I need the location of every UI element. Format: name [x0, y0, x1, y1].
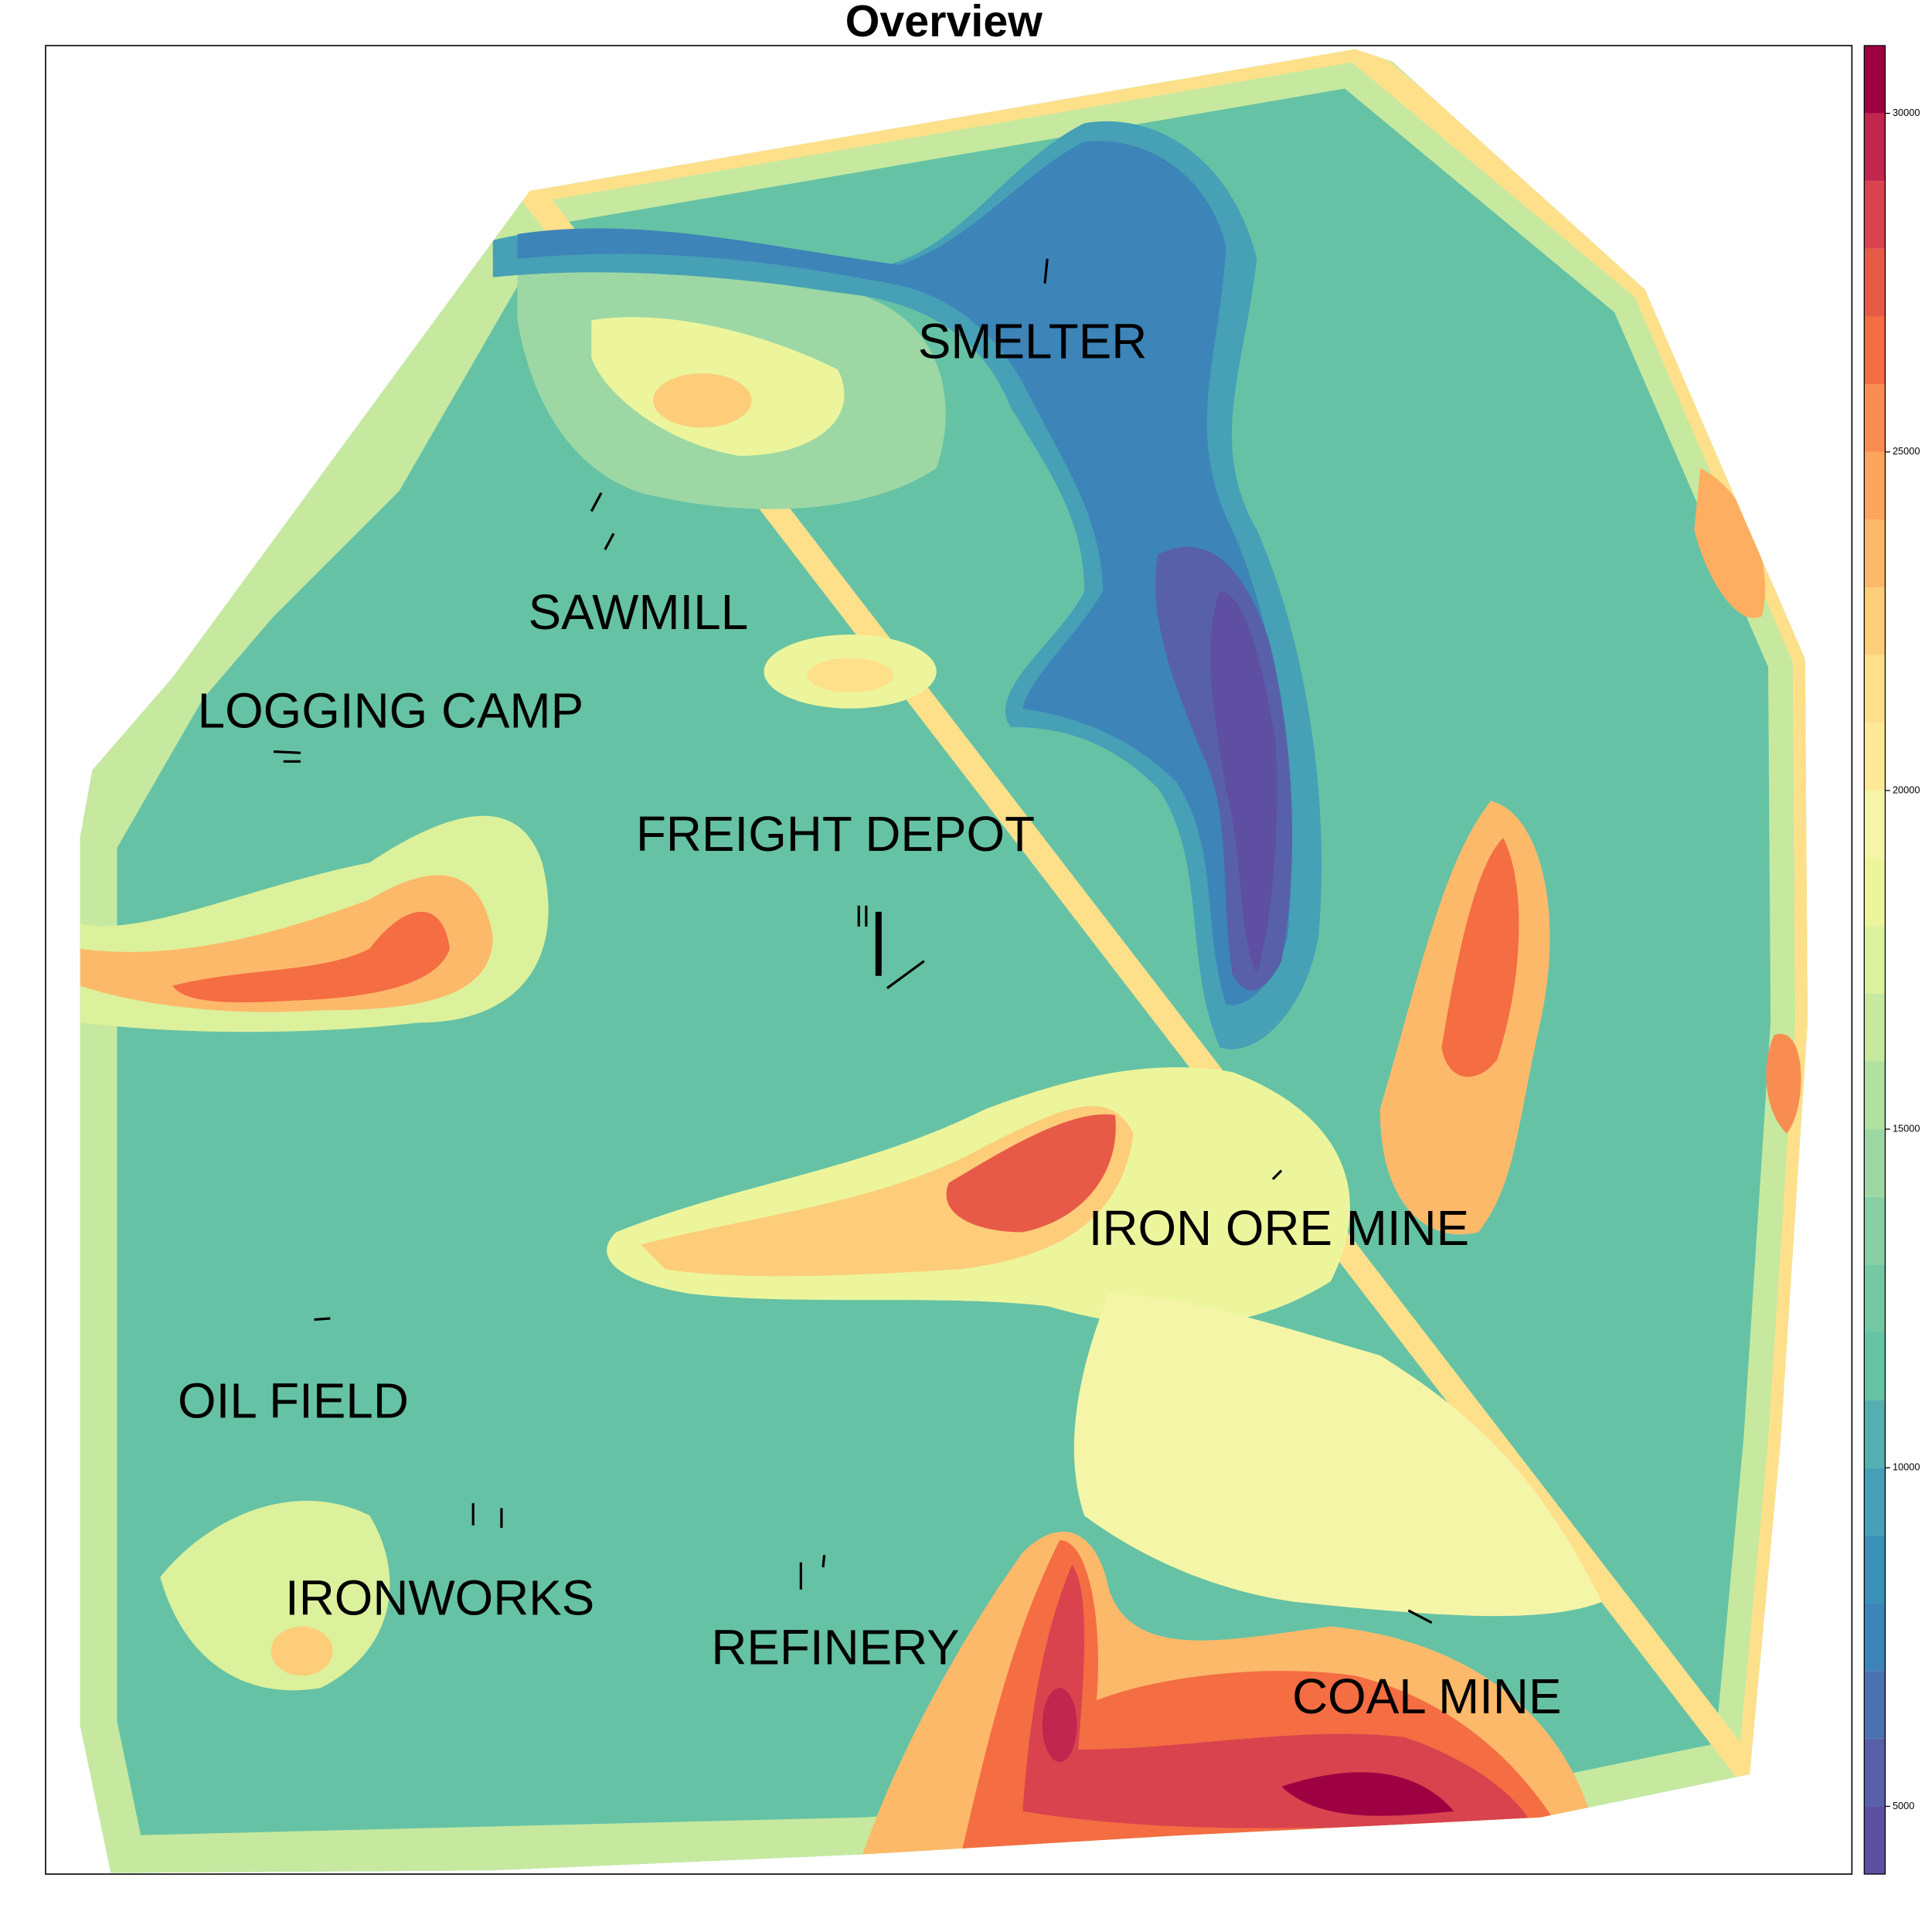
- place-labels: SMELTER SAWMILL LOGGING CAMP FREIGHT DEPOT I…: [178, 313, 1561, 1724]
- colorbar-band: [1864, 655, 1886, 723]
- place-label: IRONWORKS: [285, 1570, 594, 1626]
- colorbar-band: [1864, 181, 1886, 249]
- colorbar-band: [1864, 1603, 1886, 1672]
- colorbar-band: [1864, 790, 1886, 859]
- colorbar-band: [1864, 384, 1886, 452]
- place-label: LOGGING CAMP: [198, 683, 584, 739]
- colorbar-band: [1864, 45, 1886, 114]
- colorbar: 5000 10000 15000 20000 25000 30000: [1863, 45, 1920, 1875]
- plot-frame: [45, 45, 1853, 1875]
- chart-title: Overview: [845, 0, 1043, 46]
- colorbar-band: [1864, 519, 1886, 588]
- colorbar-band: [1864, 1738, 1886, 1807]
- colorbar-band: [1864, 993, 1886, 1062]
- colorbar-band: [1864, 1061, 1886, 1130]
- colorbar-band: [1864, 451, 1886, 520]
- colorbar-band: [1864, 1671, 1886, 1739]
- colorbar-band: [1864, 1196, 1886, 1265]
- colorbar-band: [1864, 587, 1886, 655]
- colorbar-band: [1864, 113, 1886, 182]
- colorbar-tick-label: 10000: [1893, 1461, 1920, 1473]
- place-label: IRON ORE MINE: [1089, 1200, 1469, 1256]
- place-label: REFINERY: [711, 1619, 959, 1675]
- colorbar-frame: [1863, 45, 1886, 1875]
- place-label: SAWMILL: [529, 584, 749, 640]
- colorbar-band: [1864, 248, 1886, 317]
- colorbar-band: [1864, 1264, 1886, 1333]
- colorbar-band: [1864, 1400, 1886, 1468]
- colorbar-tick-label: 15000: [1893, 1122, 1920, 1134]
- colorbar-band: [1864, 1129, 1886, 1197]
- colorbar-band: [1864, 316, 1886, 385]
- colorbar-tick-label: 5000: [1893, 1800, 1914, 1811]
- place-label: COAL MINE: [1292, 1668, 1561, 1724]
- colorbar-tick-label: 20000: [1893, 784, 1920, 795]
- contour-map: [80, 49, 1808, 1873]
- markers: [273, 258, 1433, 1624]
- colorbar-band: [1864, 1468, 1886, 1536]
- place-label: OIL FIELD: [178, 1372, 409, 1428]
- colorbar-band: [1864, 1332, 1886, 1400]
- place-label: FREIGHT DEPOT: [636, 806, 1035, 862]
- colorbar-band: [1864, 858, 1886, 927]
- colorbar-tick-label: 25000: [1893, 445, 1920, 457]
- colorbar-tick-label: 30000: [1893, 107, 1920, 118]
- place-label: SMELTER: [918, 313, 1147, 369]
- colorbar-band: [1864, 1806, 1886, 1875]
- colorbar-band: [1864, 723, 1886, 791]
- colorbar-band: [1864, 1535, 1886, 1604]
- colorbar-band: [1864, 926, 1886, 994]
